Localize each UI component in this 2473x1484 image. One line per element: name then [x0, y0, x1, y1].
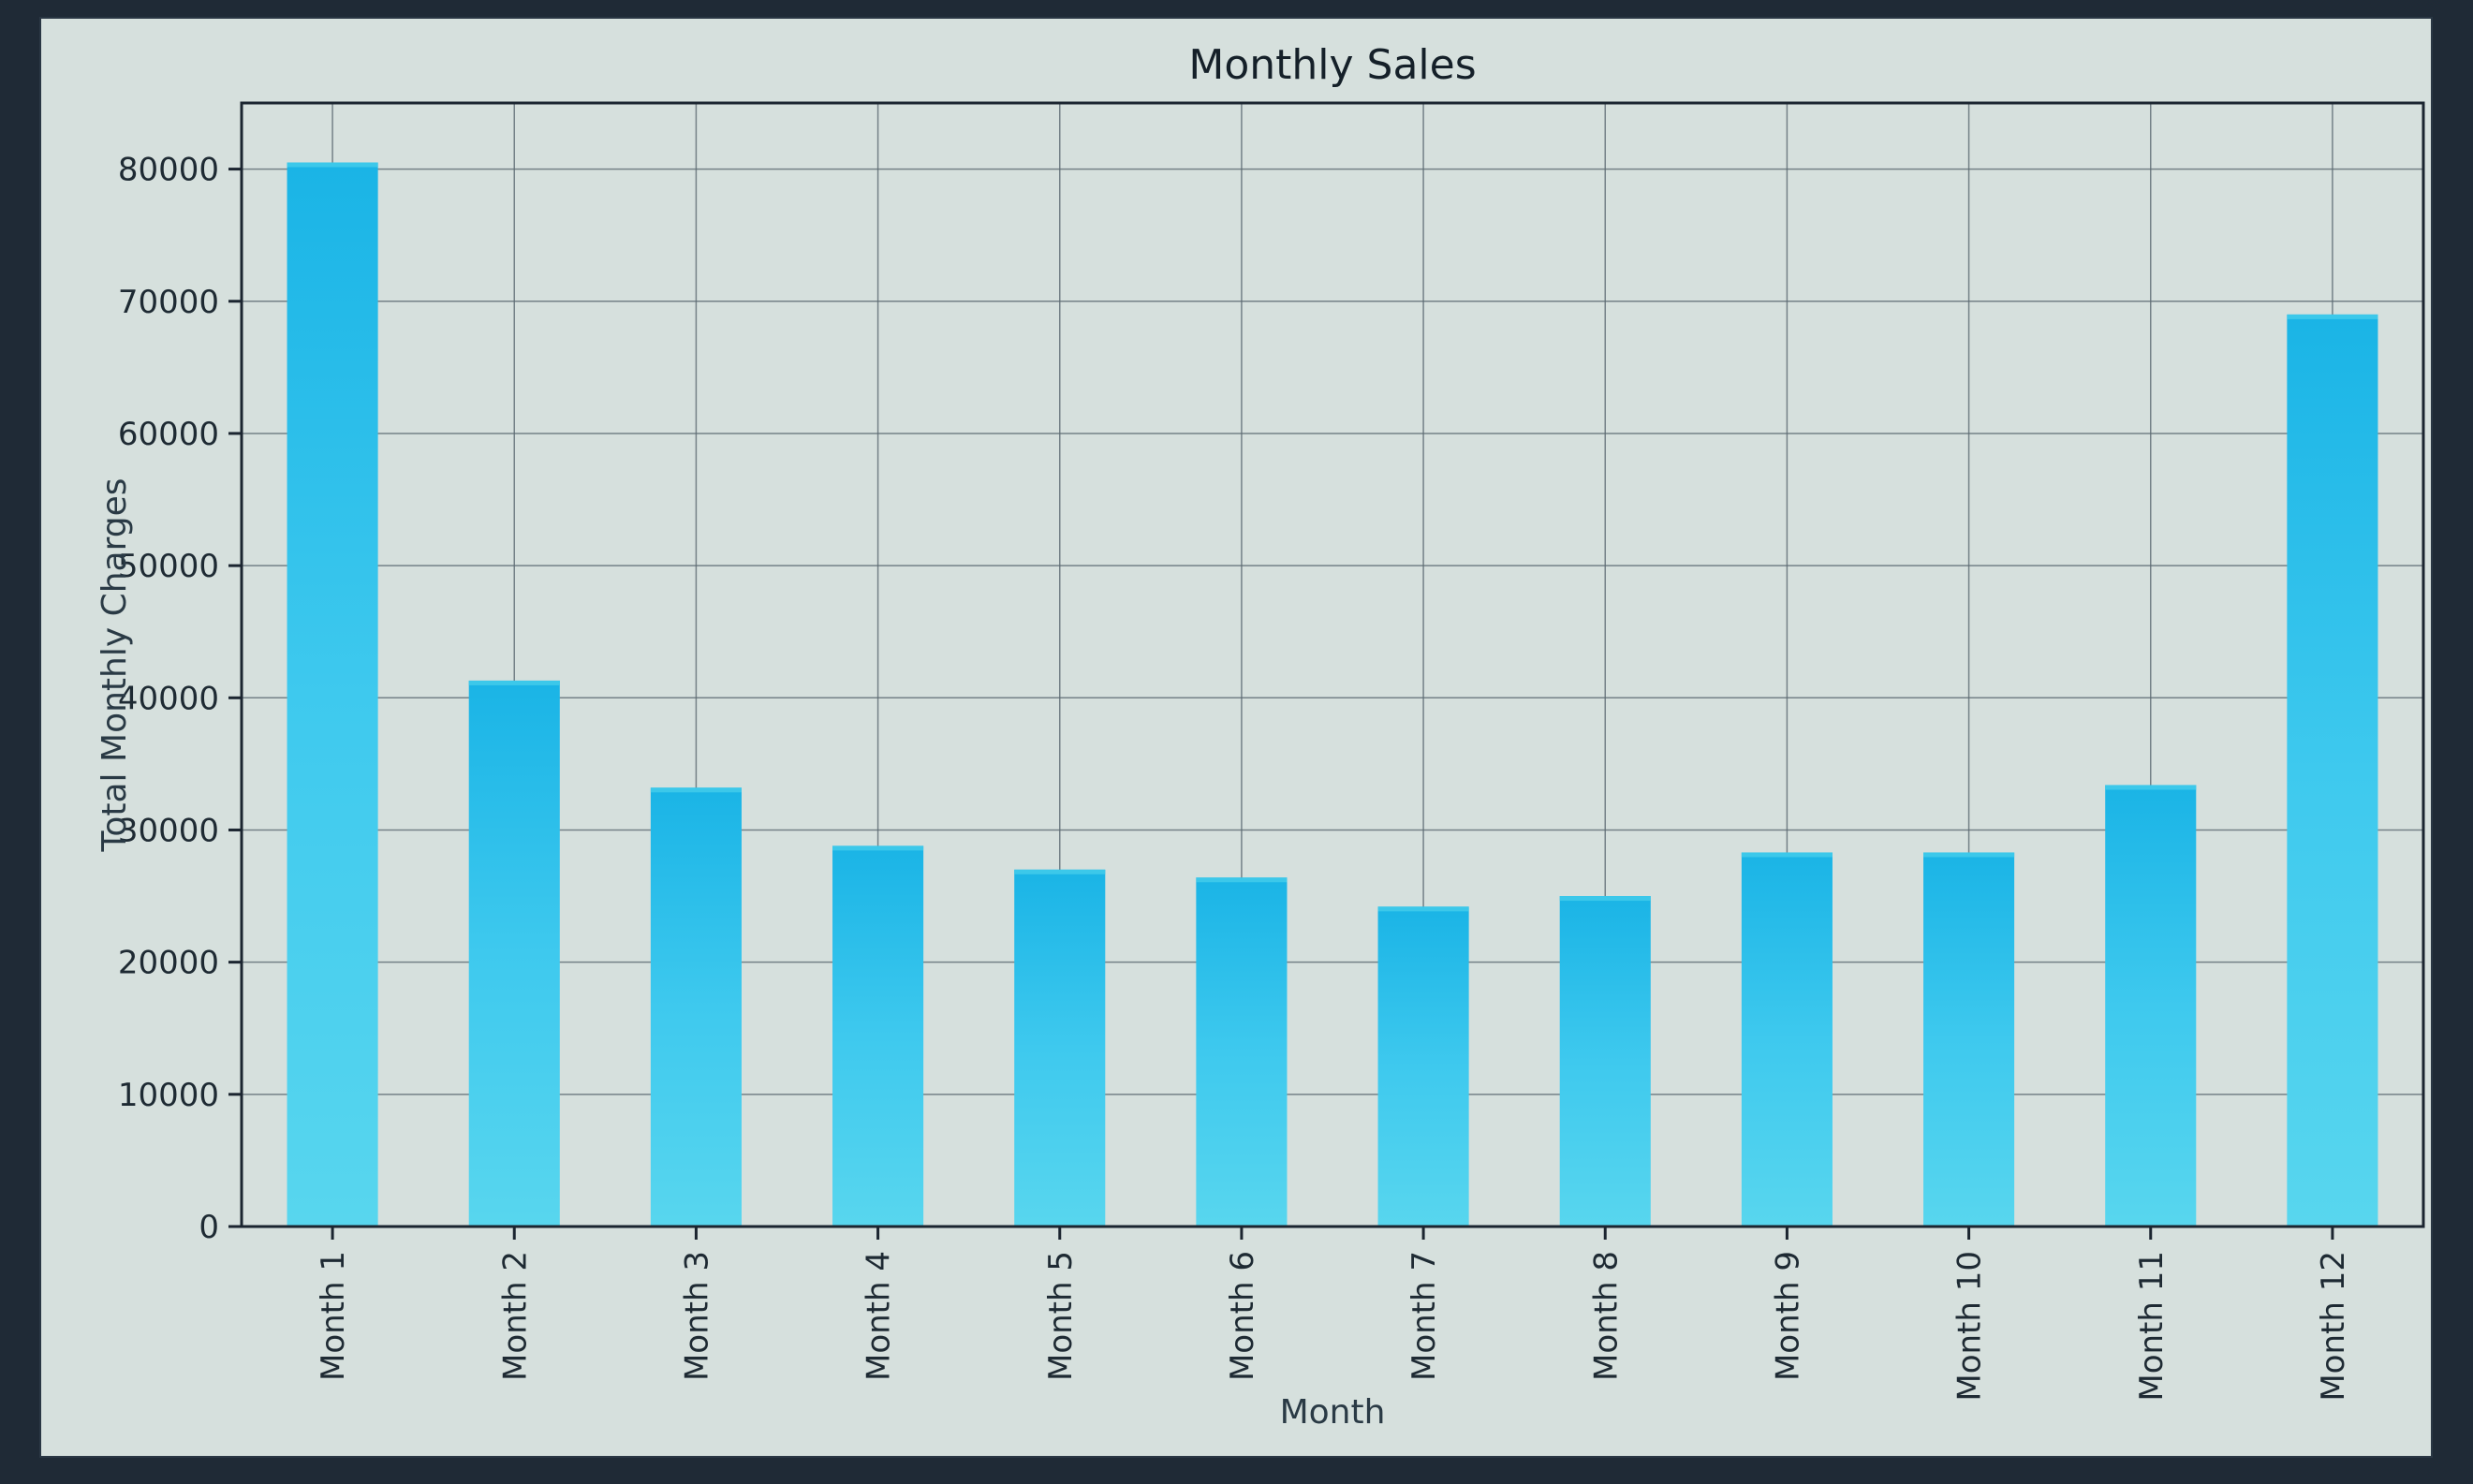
bar-11: [2105, 785, 2197, 1227]
bar-top-edge: [650, 787, 742, 793]
bar-top-edge: [1014, 869, 1106, 874]
y-axis-ticks: 0 10000 20000 30000 40000 50000 60000 70000 8000…: [118, 152, 242, 1246]
bars: [287, 162, 2378, 1227]
bar-7: [1377, 906, 1469, 1227]
bar-9: [1741, 852, 1833, 1227]
x-axis-label: Month: [1280, 1393, 1386, 1432]
bar-top-edge: [1923, 852, 2015, 858]
y-tick-label: 50000: [118, 548, 219, 585]
y-tick-label: 30000: [118, 812, 219, 849]
bar-chart: 0 10000 20000 30000 40000 50000 60000 70000 8000…: [96, 41, 2425, 1432]
y-tick-label: 20000: [118, 945, 219, 982]
bar-3: [650, 787, 742, 1227]
x-tick-label: Month 9: [1769, 1251, 1806, 1381]
y-tick-label: 60000: [118, 416, 219, 453]
bar-2: [468, 680, 560, 1227]
bar-6: [1196, 877, 1288, 1227]
bar-10: [1923, 852, 2015, 1227]
y-tick-label: 0: [199, 1209, 219, 1246]
bar-top-edge: [468, 680, 560, 685]
x-axis-ticks: Month 1 Month 2 Month 3 Month 4 Month 5 Month…: [315, 1227, 2352, 1402]
bar-top-edge: [2105, 785, 2197, 790]
screen: 0 10000 20000 30000 40000 50000 60000 70000 8000…: [41, 19, 2431, 1456]
y-tick-label: 10000: [118, 1077, 219, 1114]
bar-8: [1559, 896, 1651, 1227]
bar-top-edge: [1741, 852, 1833, 858]
bar-top-edge: [1196, 877, 1288, 883]
bar-1: [287, 162, 378, 1227]
bar-5: [1014, 869, 1106, 1227]
grid: [242, 103, 2423, 1227]
plot-frame: [240, 101, 2425, 1228]
y-tick-label: 70000: [118, 284, 219, 321]
x-tick-label: Month 10: [1951, 1251, 1989, 1402]
bar-top-edge: [287, 162, 378, 168]
bar-4: [832, 845, 924, 1227]
x-tick-label: Month 1: [315, 1251, 352, 1381]
x-tick-label: Month 6: [1224, 1251, 1261, 1381]
x-tick-label: Month 11: [2133, 1251, 2171, 1402]
x-tick-label: Month 3: [678, 1251, 715, 1381]
y-axis-label: Total Monthly Charges: [96, 478, 134, 852]
x-tick-label: Month 4: [861, 1251, 898, 1381]
x-tick-label: Month 7: [1406, 1251, 1443, 1381]
bar-12: [2287, 314, 2378, 1227]
chart-title: Monthly Sales: [1188, 41, 1476, 89]
bar-top-edge: [832, 845, 924, 851]
bar-top-edge: [2287, 314, 2378, 319]
bar-top-edge: [1559, 896, 1651, 902]
x-tick-label: Month 2: [496, 1251, 534, 1381]
x-tick-label: Month 12: [2315, 1251, 2352, 1402]
bar-top-edge: [1377, 906, 1469, 912]
y-tick-label: 80000: [118, 152, 219, 189]
y-tick-label: 40000: [118, 680, 219, 717]
x-tick-label: Month 5: [1042, 1251, 1080, 1381]
x-tick-label: Month 8: [1587, 1251, 1625, 1381]
